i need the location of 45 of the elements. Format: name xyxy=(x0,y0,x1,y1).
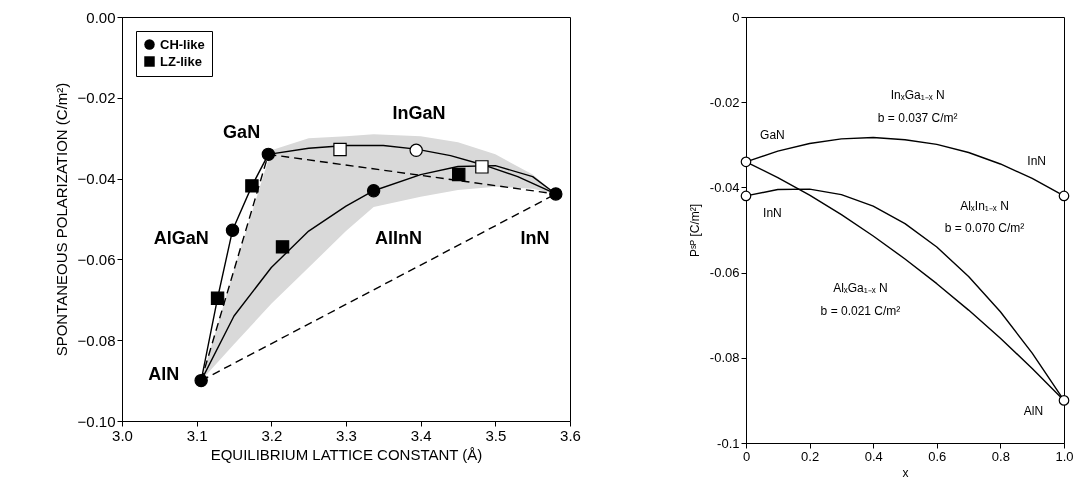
y-tick-label: -0.04 xyxy=(709,179,740,195)
x-tick-label: 3.5 xyxy=(485,426,507,444)
annotation: InN xyxy=(763,205,782,220)
x-tick-label: 0.4 xyxy=(864,448,883,464)
annotation: AlGaN xyxy=(153,227,209,248)
y-tick-label: -0.02 xyxy=(709,94,740,110)
annotation: InGaN xyxy=(392,102,446,123)
annotation: AlₓIn₁₋ₓ N xyxy=(960,199,1009,214)
legend-label: LZ-like xyxy=(160,53,202,69)
x-tick-label: 3.1 xyxy=(186,426,208,444)
annotation: GaN xyxy=(223,121,261,142)
y-tick-label: −0.04 xyxy=(77,170,116,188)
annotation: GaN xyxy=(760,127,785,142)
annotation: InN xyxy=(520,227,550,248)
y-tick-label: 0.00 xyxy=(86,8,116,26)
annotation: b = 0.021 C/m² xyxy=(820,304,901,319)
y-tick-label: −0.02 xyxy=(77,89,116,107)
x-tick-label: 3.2 xyxy=(261,426,283,444)
y-tick-label: -0.1 xyxy=(717,435,740,451)
y-tick-label: −0.06 xyxy=(77,250,116,268)
annotation: InN xyxy=(1027,154,1046,169)
annotation: AlN xyxy=(148,363,180,384)
annotation: AlInN xyxy=(374,227,422,248)
y-axis-title: SPONTANEOUS POLARIZATION (C/m²) xyxy=(52,82,70,357)
x-axis-title: x xyxy=(902,465,909,480)
annotation: b = 0.070 C/m² xyxy=(944,220,1025,235)
y-tick-label: −0.08 xyxy=(77,331,116,349)
annotation: InₓGa₁₋ₓ N xyxy=(890,87,945,102)
x-tick-label: 0.6 xyxy=(928,448,947,464)
x-tick-label: 3.3 xyxy=(336,426,357,444)
y-tick-label: 0 xyxy=(732,9,740,25)
y-tick-label: -0.08 xyxy=(709,350,740,366)
annotation: AlN xyxy=(1023,404,1044,419)
y-axis-title: Pˢᴾ [C/m²] xyxy=(687,203,702,258)
y-tick-label: -0.06 xyxy=(709,265,740,281)
x-axis-title: EQUILIBRIUM LATTICE CONSTANT (Å) xyxy=(210,445,483,463)
x-tick-label: 3.6 xyxy=(560,426,581,444)
x-tick-label: 0.8 xyxy=(991,448,1010,464)
x-tick-label: 0 xyxy=(742,448,751,464)
x-tick-label: 3.4 xyxy=(410,426,432,444)
annotation: b = 0.037 C/m² xyxy=(877,110,958,125)
x-tick-label: 1.0 xyxy=(1055,448,1074,464)
legend-label: CH-like xyxy=(160,36,205,52)
x-tick-label: 0.2 xyxy=(801,448,820,464)
annotation: AlₓGa₁₋ₓ N xyxy=(833,280,888,295)
